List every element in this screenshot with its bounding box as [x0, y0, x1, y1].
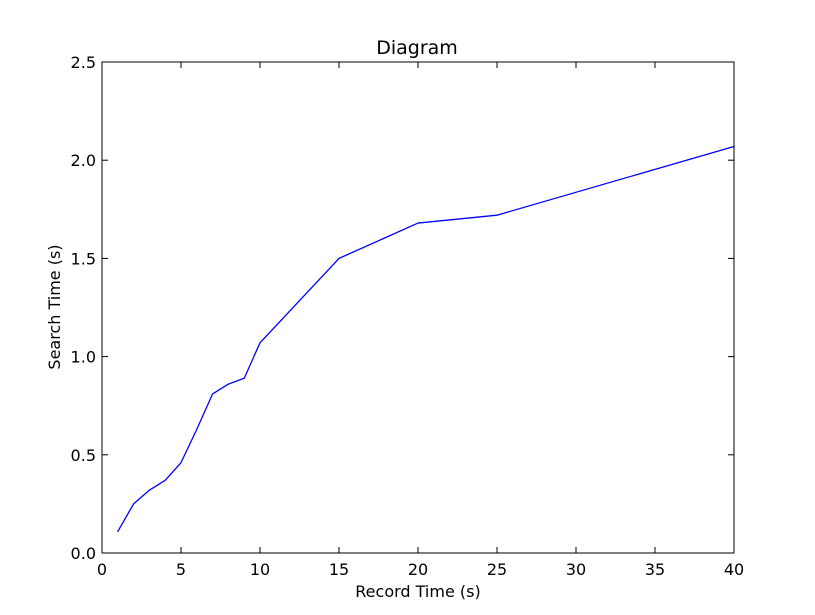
x-tick-label: 40 [724, 560, 744, 579]
plot-frame [101, 61, 735, 554]
y-tick-label: 0.5 [71, 446, 96, 465]
x-tick-label: 15 [329, 560, 349, 579]
y-tick-label: 0.0 [71, 544, 96, 563]
series-layer [117, 145, 735, 533]
x-tick-label: 10 [250, 560, 270, 579]
series-line [117, 145, 735, 533]
x-tick-label: 25 [487, 560, 507, 579]
ticks-layer: 0 5 10 15 20 25 30 35 40 0.0 0.5 1.0 1.5 2.0 2.5 [71, 53, 745, 579]
y-tick-label: 1.5 [71, 249, 96, 268]
x-tick-label: 35 [645, 560, 665, 579]
y-tick-label: 2.5 [71, 53, 96, 72]
x-tick-label: 30 [566, 560, 586, 579]
x-tick-label: 5 [176, 560, 186, 579]
y-tick-label: 2.0 [71, 151, 96, 170]
y-axis-label: Search Time (s) [45, 244, 64, 369]
x-axis-label: Record Time (s) [355, 582, 480, 601]
x-tick-label: 0 [97, 560, 107, 579]
x-tick-label: 20 [408, 560, 428, 579]
y-tick-label: 1.0 [71, 348, 96, 367]
chart-title: Diagram [376, 37, 458, 59]
